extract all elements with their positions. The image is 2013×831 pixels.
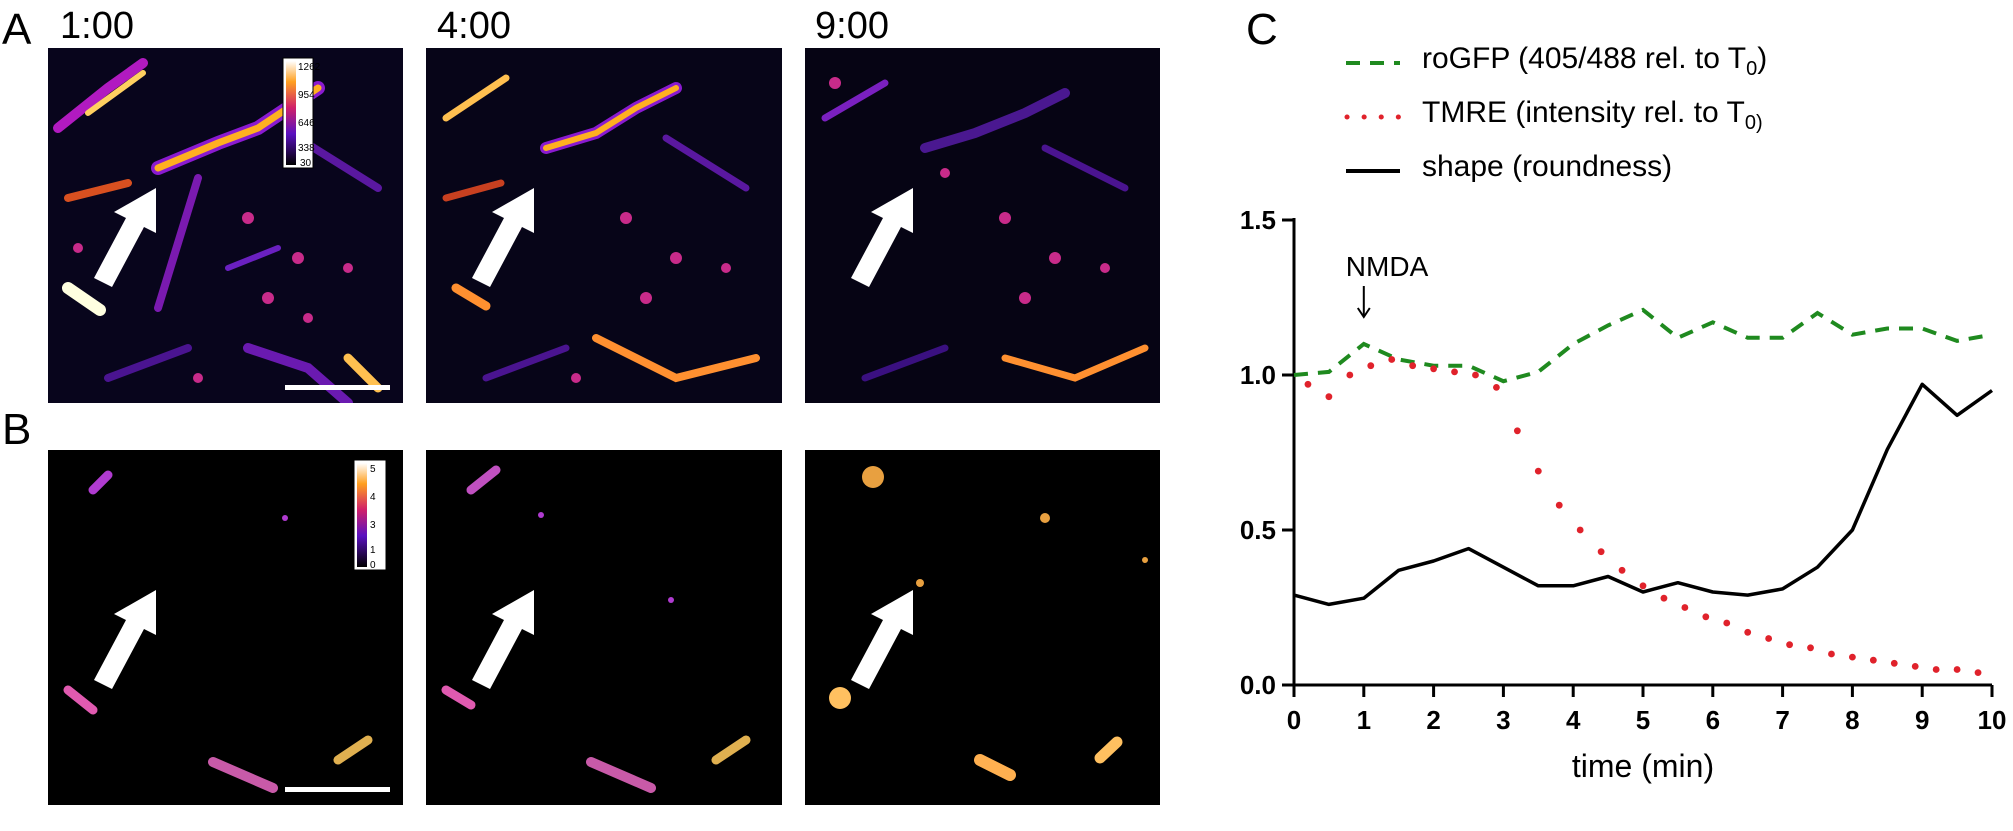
x-axis-label: time (min): [1572, 748, 1714, 784]
y-tick-label: 0.0: [1240, 670, 1276, 700]
tmre-data-point: [1367, 362, 1375, 370]
series-line-shape: [1293, 382, 1994, 607]
tmre-data-point: [1597, 548, 1605, 556]
colorbar-b-tick-0: 5: [370, 464, 376, 475]
legend-swatch-rogfp: [1346, 61, 1400, 65]
colorbar-a-tick-4: 30: [300, 158, 312, 169]
line-chart: 0.0 0.5 1.0 1.5 0 1 2 3 4 5 6 7 8 9 10 time (min) NMDA: [1240, 205, 2007, 784]
tmre-data-point: [1723, 619, 1731, 627]
tmre-data-point: [1388, 356, 1396, 363]
x-tick-label: 9: [1915, 705, 1929, 735]
x-tick-label: 8: [1845, 705, 1859, 735]
tmre-data-point: [1681, 604, 1689, 611]
x-tick-label: 3: [1496, 705, 1510, 735]
legend-label-shape: shape (roundness): [1422, 150, 1673, 183]
tmre-data-point: [1576, 526, 1584, 534]
tmre-data-point: [1660, 594, 1668, 602]
scale-bar-b: [285, 787, 390, 792]
micrograph-a-2: [426, 48, 782, 403]
x-tick-label: 7: [1775, 705, 1789, 735]
colorbar-b-tick-1: 4: [370, 492, 376, 503]
micrograph-a-3: [805, 48, 1160, 403]
annotation-nmda: NMDA: [1346, 251, 1429, 282]
colorbar-a-tick-3: 338: [298, 143, 315, 154]
tmre-data-point: [1534, 467, 1542, 475]
x-tick-label: 1: [1357, 705, 1371, 735]
time-label-3: 9:00: [815, 5, 889, 47]
annotation-arrow-head: [1356, 307, 1371, 319]
x-tick-label: 4: [1566, 705, 1581, 735]
tmre-data-point: [1974, 669, 1982, 676]
time-label-2: 4:00: [437, 5, 511, 47]
x-tick-label: 10: [1978, 705, 2007, 735]
scale-bar: [285, 385, 390, 390]
y-tick-label: 1.5: [1240, 205, 1276, 235]
x-tick-label: 6: [1706, 705, 1720, 735]
colorbar-b-tick-3: 1: [370, 545, 376, 556]
micrograph-a-1: 1262 954 646 338 30: [48, 48, 403, 403]
colorbar-b-tick-2: 3: [370, 520, 376, 531]
tmre-data-point: [1618, 566, 1626, 574]
tmre-data-point: [1786, 641, 1793, 649]
panel-b-letter: B: [2, 405, 32, 454]
tmre-data-point: [1702, 613, 1710, 621]
legend-swatch-tmre: [1344, 114, 1402, 120]
colorbar-a-tick-2: 646: [298, 118, 315, 129]
micrograph-b-1: 5 4 3 1 0: [48, 450, 403, 805]
tmre-data-point: [1430, 365, 1437, 373]
tmre-data-point: [1807, 644, 1814, 652]
tmre-data-point: [1849, 653, 1856, 661]
time-label-1: 1:00: [60, 5, 134, 47]
legend-label-tmre: TMRE (intensity rel. to T: [1422, 96, 1745, 129]
legend-sub-tmre: 0): [1744, 112, 1763, 134]
tmre-data-point: [1451, 368, 1458, 376]
tmre-data-point: [1304, 380, 1312, 388]
legend-swatch-shape: [1346, 169, 1400, 173]
tmre-data-point: [1828, 650, 1835, 658]
micrograph-b-3: [805, 450, 1160, 805]
tmre-data-point: [1765, 635, 1773, 642]
tmre-data-point: [1325, 393, 1333, 401]
tmre-data-point: [1346, 371, 1354, 379]
y-tick-label: 1.0: [1240, 360, 1276, 390]
tmre-data-point: [1932, 666, 1940, 673]
series-line-rogfp: [1293, 307, 1993, 384]
x-tick-label: 0: [1287, 705, 1301, 735]
tmre-data-point: [1409, 362, 1417, 370]
tmre-data-point: [1744, 628, 1752, 636]
legend-end-rogfp: ): [1757, 42, 1768, 75]
colorbar-a-tick-0: 1262: [298, 62, 321, 73]
tmre-data-point: [1493, 384, 1500, 391]
tmre-data-point: [1639, 582, 1647, 590]
colorbar-b-tick-4: 0: [370, 560, 376, 571]
tmre-data-point: [1890, 659, 1898, 667]
tmre-data-point: [1911, 663, 1919, 670]
x-tick-label: 2: [1426, 705, 1440, 735]
tmre-data-point: [1472, 371, 1479, 379]
x-tick-label: 5: [1636, 705, 1650, 735]
tmre-data-point: [1555, 501, 1563, 509]
panel-a-letter: A: [2, 5, 32, 54]
y-tick-label: 0.5: [1240, 515, 1276, 545]
tmre-data-point: [1953, 666, 1961, 673]
colorbar-a-tick-1: 954: [298, 90, 315, 101]
micrograph-b-2: [426, 450, 782, 805]
tmre-data-point: [1513, 427, 1521, 435]
tmre-data-point: [1869, 656, 1877, 664]
panel-c-letter: C: [1246, 5, 1278, 54]
legend-sub-rogfp: 0: [1746, 58, 1758, 80]
legend-label-rogfp: roGFP (405/488 rel. to T: [1422, 42, 1747, 75]
